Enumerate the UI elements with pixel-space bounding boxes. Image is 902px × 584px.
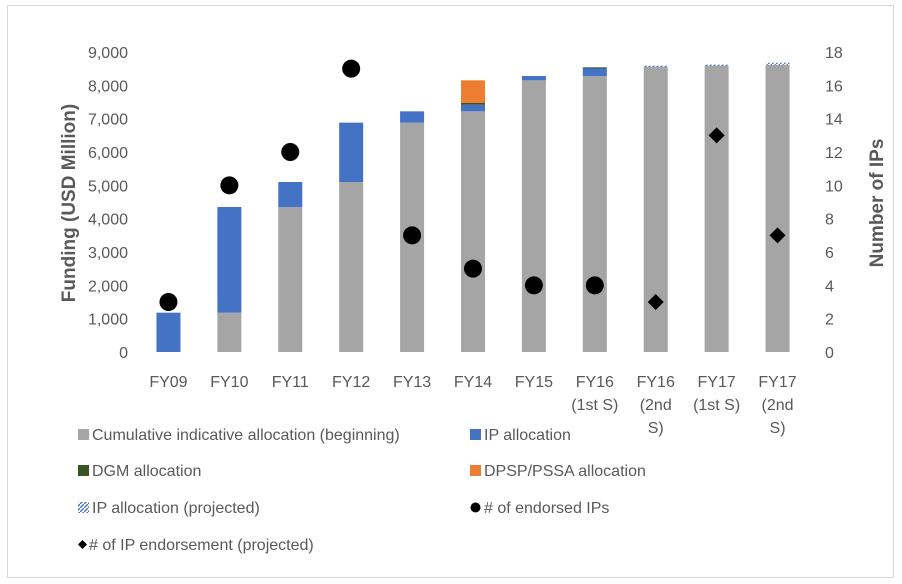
bar-segment	[582, 67, 607, 69]
y2-axis-title: Number of IPs	[867, 139, 888, 268]
bar-segment	[582, 76, 607, 352]
bar-segment	[461, 103, 485, 105]
y2-tick-label: 0	[825, 345, 834, 362]
projected-endorsement-marker	[769, 227, 786, 244]
x-tick-label: FY13	[393, 374, 431, 391]
bars	[156, 62, 790, 353]
x-tick-label: FY14	[454, 374, 492, 391]
legend-swatch	[470, 502, 481, 513]
x-tick-label: (2nd	[762, 397, 794, 414]
y-tick-label: 8,000	[88, 78, 128, 95]
x-tick-label: (2nd	[640, 397, 672, 414]
legend-label: IP allocation (projected)	[92, 500, 260, 517]
bar-segment	[461, 80, 485, 103]
bar-segment	[156, 312, 181, 352]
y2-tick-label: 2	[825, 312, 834, 329]
endorsed-ip-marker	[524, 276, 543, 295]
legend-label: Cumulative indicative allocation (beginn…	[92, 427, 400, 444]
y-tick-label: 1,000	[88, 312, 128, 329]
bar-segment	[521, 80, 546, 352]
y-axis-title: Funding (USD Million)	[59, 104, 80, 302]
x-tick-label: FY16	[637, 374, 675, 391]
x-tick-label: FY15	[515, 374, 553, 391]
x-axis-ticks: FY09 FY10 FY11 FY12 FY13 FY14 FY15 FY16 (1st S) F…	[149, 374, 796, 437]
y2-tick-label: 4	[825, 278, 834, 295]
y-tick-label: 6,000	[88, 145, 128, 162]
endorsed-ip-marker	[281, 143, 300, 161]
y2-tick-label: 18	[825, 45, 843, 62]
bar-segment	[217, 312, 242, 352]
bar-segment	[643, 65, 668, 67]
x-tick-label: FY12	[332, 374, 370, 391]
endorsed-ip-marker	[220, 176, 239, 195]
bar-segment	[339, 182, 364, 352]
bar-segment	[278, 182, 303, 207]
y2-tick-label: 10	[825, 178, 843, 195]
y-tick-label: 5,000	[88, 178, 128, 195]
endorsed-ip-marker	[342, 59, 361, 78]
legend-swatch	[78, 540, 87, 549]
x-tick-label: FY10	[210, 374, 248, 391]
bar-segment	[521, 76, 546, 81]
endorsed-ip-marker	[464, 259, 482, 278]
x-tick-label: FY09	[149, 374, 187, 391]
bar-segment	[278, 207, 303, 352]
y2-tick-label: 12	[825, 145, 843, 162]
bar-segment	[400, 111, 425, 123]
legend-swatch	[78, 502, 89, 513]
x-tick-label: (1st S)	[571, 397, 618, 414]
x-tick-label: (1st S)	[693, 397, 740, 414]
y2-tick-label: 16	[825, 78, 843, 95]
legend-swatch	[78, 465, 89, 476]
bar-segment	[704, 66, 729, 352]
y-axis-ticks: 0 1,000 2,000 3,000 4,000 5,000 6,000 7,000 8,00…	[88, 45, 128, 362]
x-tick-label: S)	[770, 420, 786, 437]
bar-segment	[461, 111, 485, 352]
y-tick-label: 0	[119, 345, 128, 362]
legend-label: DPSP/PSSA allocation	[484, 463, 646, 480]
y-tick-label: 9,000	[88, 45, 128, 62]
endorsed-ip-marker	[403, 226, 422, 245]
y-tick-label: 4,000	[88, 212, 128, 229]
markers	[159, 59, 786, 311]
legend-swatch	[470, 465, 481, 476]
legend-label: DGM allocation	[92, 463, 201, 480]
y-tick-label: 3,000	[88, 245, 128, 262]
y-tick-label: 2,000	[88, 278, 128, 295]
y2-tick-label: 6	[825, 245, 834, 262]
y-tick-label: 7,000	[88, 112, 128, 129]
x-tick-label: S)	[648, 420, 664, 437]
endorsed-ip-marker	[585, 276, 604, 295]
legend: Cumulative indicative allocation (beginn…	[78, 427, 646, 554]
legend-swatch	[470, 429, 481, 440]
bar-segment	[339, 122, 364, 182]
y2-tick-label: 14	[825, 112, 843, 129]
bar-segment	[765, 62, 790, 65]
legend-swatch	[78, 429, 89, 440]
endorsed-ip-marker	[159, 293, 178, 311]
projected-endorsement-marker	[647, 294, 664, 310]
legend-label: # of IP endorsement (projected)	[89, 537, 314, 554]
legend-label: IP allocation	[484, 427, 571, 444]
projected-endorsement-marker	[708, 127, 725, 144]
bar-segment	[704, 64, 729, 66]
chart-frame	[7, 5, 894, 578]
x-tick-label: FY17	[698, 374, 736, 391]
bar-segment	[582, 68, 607, 76]
x-tick-label: FY16	[576, 374, 614, 391]
x-tick-label: FY11	[272, 374, 309, 391]
y2-tick-label: 8	[825, 212, 834, 229]
bar-segment	[765, 64, 790, 353]
legend-label: # of endorsed IPs	[484, 500, 609, 517]
bar-segment	[461, 104, 485, 112]
y2-axis-ticks: 0 2 4 6 8 10 12 14 16 18	[825, 45, 843, 362]
bar-segment	[217, 207, 242, 313]
x-tick-label: FY17	[758, 374, 796, 391]
